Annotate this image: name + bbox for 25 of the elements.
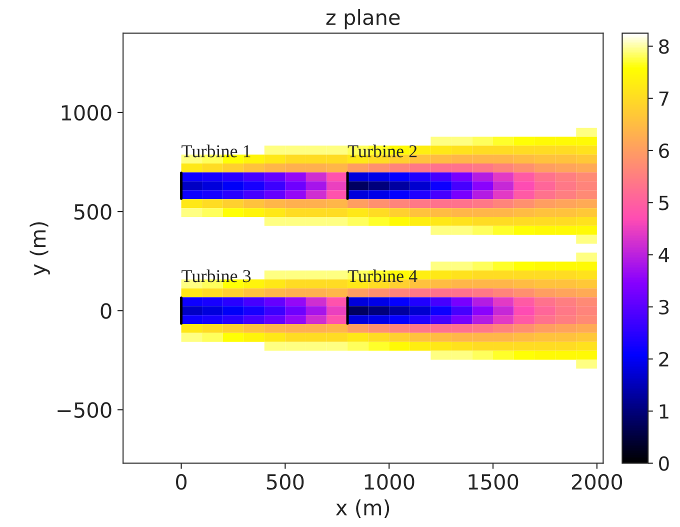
chart-title: z plane: [326, 9, 400, 30]
x-tick-label: 0: [176, 474, 187, 490]
y-tick-label: 0: [100, 303, 112, 319]
x-tick-label: 1000: [364, 474, 414, 490]
color-bar-label: 8: [659, 39, 669, 54]
annotation: Turbine 4: [348, 269, 418, 282]
color-bar-label: 2: [659, 352, 668, 366]
color-bar-label: 0: [659, 456, 669, 471]
color-bar-label: 6: [659, 143, 669, 158]
annotation: Turbine 2: [348, 144, 417, 158]
y-tick-label: 500: [74, 204, 112, 220]
y-tick-label: 1000: [62, 104, 112, 121]
color-bar-label: 4: [658, 248, 670, 262]
x-tick-label: 1500: [468, 474, 518, 490]
color-bar-label: 5: [659, 196, 668, 210]
color-bar-label: 1: [660, 404, 668, 418]
x-axis-title: x (m): [336, 499, 390, 518]
color-bar-label: 7: [659, 92, 668, 106]
y-axis-title: y (m): [30, 222, 50, 276]
annotation: Turbine 1: [182, 144, 250, 158]
annotation: Turbine 3: [182, 269, 251, 282]
color-bar-label: 3: [659, 300, 669, 315]
x-tick-label: 500: [266, 474, 304, 490]
x-tick-label: 2000: [572, 474, 622, 490]
y-tick-label: −500: [58, 402, 112, 418]
